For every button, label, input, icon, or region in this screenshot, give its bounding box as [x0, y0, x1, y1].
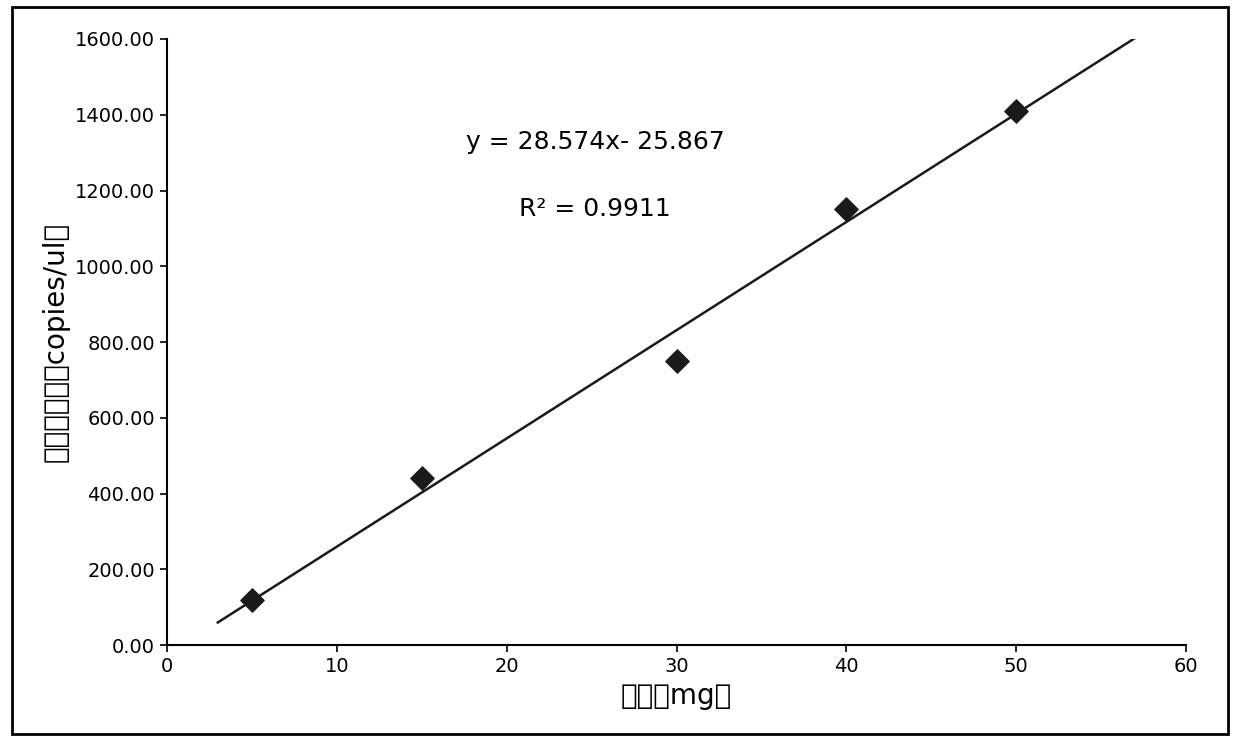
- X-axis label: 质量（mg）: 质量（mg）: [621, 682, 732, 710]
- Y-axis label: 拷贝数浓度（copies/ul）: 拷贝数浓度（copies/ul）: [41, 222, 69, 462]
- Point: [837, 204, 857, 216]
- Text: y = 28.574x- 25.867: y = 28.574x- 25.867: [465, 130, 724, 154]
- Point: [242, 594, 262, 605]
- Point: [1007, 105, 1027, 117]
- Text: R² = 0.9911: R² = 0.9911: [520, 196, 671, 221]
- Point: [412, 473, 432, 485]
- Point: [667, 355, 687, 367]
